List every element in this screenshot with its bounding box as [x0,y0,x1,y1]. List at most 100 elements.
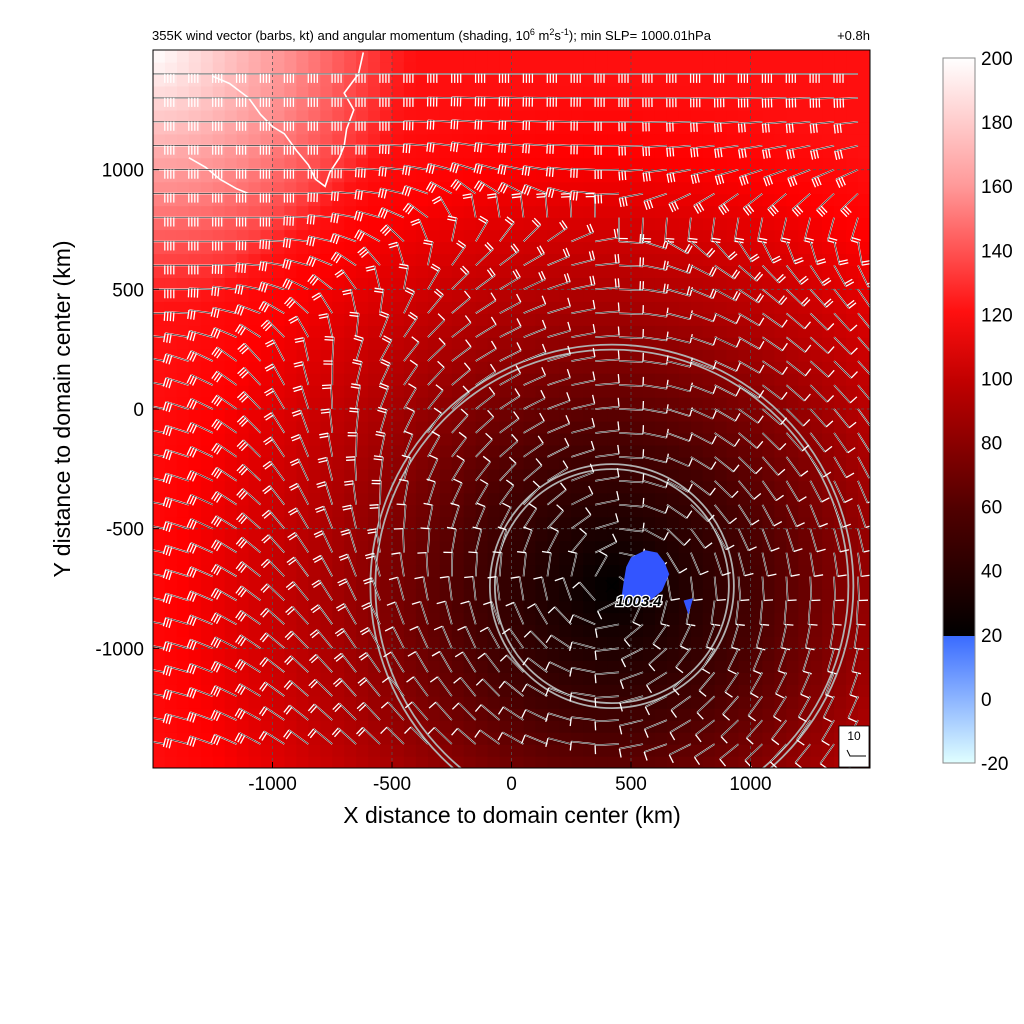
field-cell [451,289,465,302]
field-cell [463,588,477,602]
field-cell [248,217,262,231]
field-cell [822,265,835,278]
field-cell [356,325,369,338]
field-cell [571,217,584,231]
field-cell [475,241,489,255]
field-cell [666,253,680,266]
field-cell [523,636,536,649]
field-cell [439,241,453,255]
field-cell [248,385,262,398]
field-cell [176,624,190,637]
field-cell [332,684,345,697]
field-cell [571,540,584,554]
field-cell [547,205,560,219]
field-cell [344,744,357,757]
field-cell [810,349,823,362]
field-cell [654,97,668,111]
field-cell [810,85,823,99]
field-cell [153,62,166,75]
svg-text:355K wind vector (barbs, kt) a: 355K wind vector (barbs, kt) and angular… [152,27,712,43]
field-cell [702,205,716,219]
field-cell [547,397,560,410]
field-cell [236,516,250,530]
field-cell [344,720,357,733]
field-cell [499,720,513,733]
field-cell [176,181,190,195]
field-cell [499,337,513,350]
field-cell [284,744,297,757]
field-cell [224,181,238,195]
field-cell [571,85,584,99]
field-cell [571,588,584,602]
field-cell [212,62,226,75]
field-cell [212,50,226,63]
field-cell [344,756,357,768]
field-cell [475,492,489,506]
field-cell [415,133,429,147]
field-cell [224,217,238,231]
field-cell [643,492,656,506]
field-cell [738,217,752,231]
field-cell [822,133,835,147]
field-cell [320,540,333,554]
field-cell [738,648,752,661]
field-cell [260,468,274,482]
field-cell [224,157,238,171]
field-cell [308,325,321,338]
field-cell [738,636,752,649]
field-cell [403,540,417,554]
field-cell [200,301,214,314]
field-cell [415,516,429,530]
field-cell [475,576,489,590]
field-cell [822,73,835,87]
field-cell [738,133,752,147]
field-cell [654,432,668,446]
field-cell [284,660,297,673]
field-cell [523,241,536,255]
field-cell [368,73,381,87]
field-cell [296,133,309,147]
field-cell [403,50,417,63]
field-cell [714,217,728,231]
field-cell [559,756,572,768]
field-cell [511,492,525,506]
field-cell [535,696,548,709]
field-cell [595,205,608,219]
field-cell [666,109,680,123]
field-cell [153,193,166,207]
field-cell [654,732,668,745]
field-cell [248,289,262,302]
field-cell [284,421,297,434]
field-cell [858,588,870,602]
field-cell [153,552,166,566]
field-cell [380,277,393,290]
field-cell [451,169,465,183]
field-cell [595,660,608,673]
field-cell [571,660,584,673]
field-cell [260,756,274,768]
field-cell [344,109,357,123]
field-cell [858,85,870,99]
field-cell [714,576,728,590]
field-cell [499,576,513,590]
field-cell [511,480,525,494]
field-cell [786,504,799,518]
field-cell [535,181,548,195]
field-cell [726,732,740,745]
field-cell [654,85,668,99]
field-cell [212,552,226,566]
field-cell [475,636,489,649]
field-cell [571,385,584,398]
field-cell [559,157,572,171]
field-cell [332,540,345,554]
field-cell [834,85,847,99]
field-cell [475,169,489,183]
field-cell [380,109,393,123]
field-cell [738,301,752,314]
field-cell [762,492,775,506]
field-cell [320,265,333,278]
field-cell [260,421,274,434]
field-cell [439,636,453,649]
field-cell [224,744,238,757]
field-cell [200,50,214,63]
